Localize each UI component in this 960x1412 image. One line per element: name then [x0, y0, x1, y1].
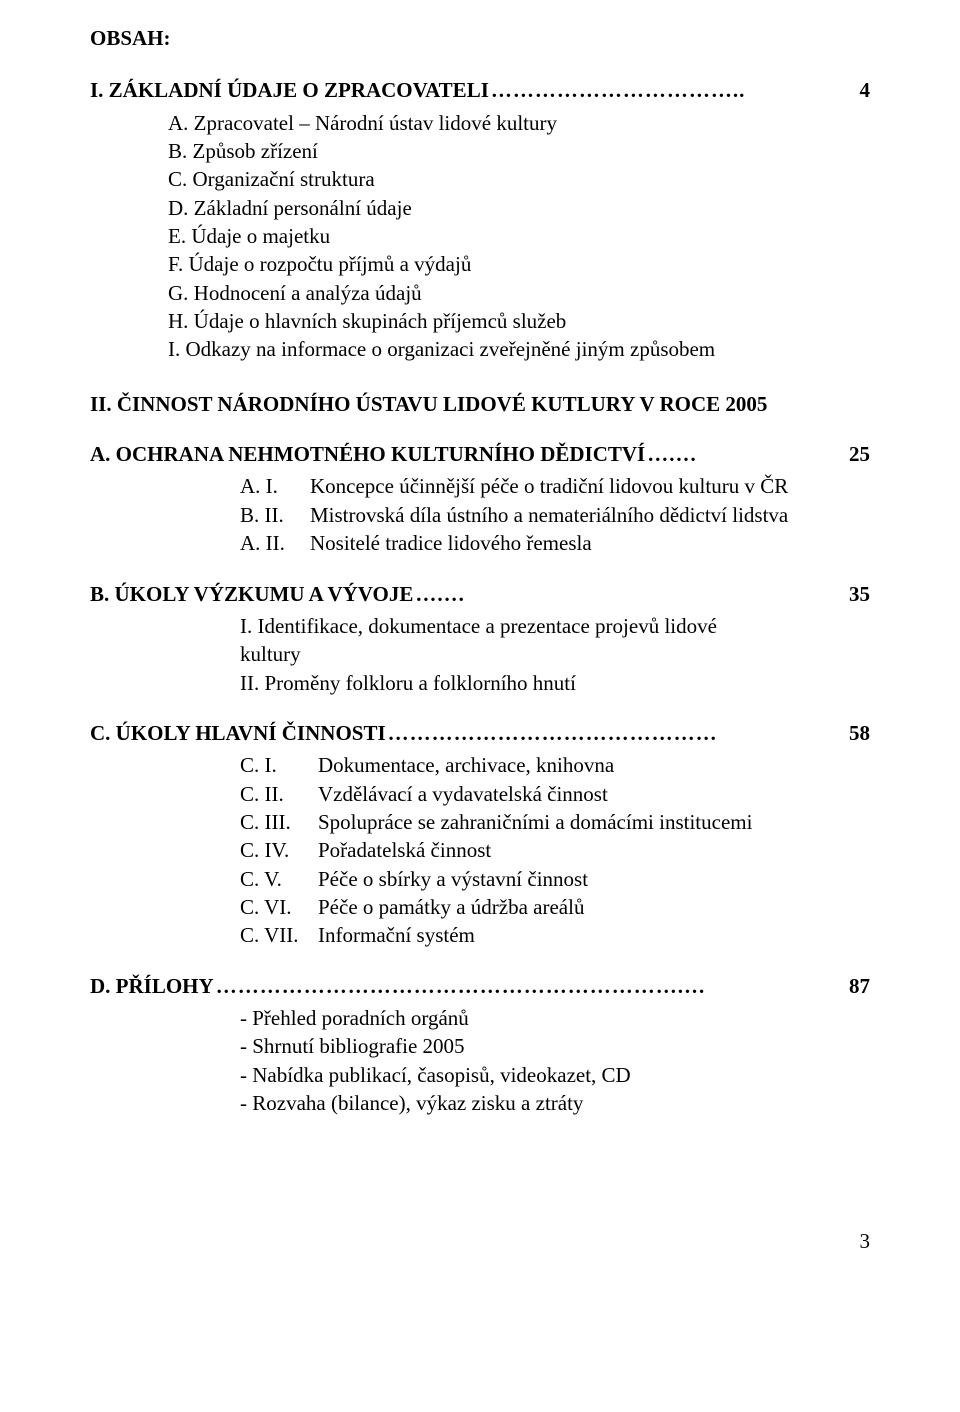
item-text: Pořadatelská činnost — [318, 836, 491, 864]
section-d-item: - Rozvaha (bilance), výkaz zisku a ztrát… — [90, 1089, 870, 1117]
section-1-item: B. Způsob zřízení — [90, 137, 870, 165]
item-text: Hodnocení a analýza údajů — [194, 281, 422, 305]
section-1-item: I. Odkazy na informace o organizaci zveř… — [90, 335, 870, 363]
section-1-item: A. Zpracovatel – Národní ústav lidové ku… — [90, 109, 870, 137]
item-text: Informační systém — [318, 921, 475, 949]
section-1-item: H. Údaje o hlavních skupinách příjemců s… — [90, 307, 870, 335]
page-number: 3 — [90, 1227, 870, 1255]
item-marker: C. IV. — [240, 836, 318, 864]
leader: ….… — [647, 440, 842, 468]
item-marker: A. — [168, 111, 194, 135]
section-d-item: - Shrnutí bibliografie 2005 — [90, 1032, 870, 1060]
item-marker: D. — [168, 196, 194, 220]
item-marker: C. I. — [240, 751, 318, 779]
item-marker: C. VII. — [240, 921, 318, 949]
item-text: Mistrovská díla ústního a nemateriálního… — [310, 501, 788, 529]
section-b-heading-line: B. ÚKOLY VÝZKUMU A VÝVOJE ….… 35 — [90, 580, 870, 608]
section-d-page: 87 — [844, 972, 870, 1000]
item-text: Péče o památky a údržba areálů — [318, 893, 584, 921]
section-a-page: 25 — [844, 440, 870, 468]
leader: ……………………………………………………….… — [216, 972, 842, 1000]
item-marker: A. I. — [240, 472, 310, 500]
leader: ……………………………………… — [388, 719, 842, 747]
section-d-item: - Přehled poradních orgánů — [90, 1004, 870, 1032]
item-marker: B. — [168, 139, 193, 163]
section-a-heading: A. OCHRANA NEHMOTNÉHO KULTURNÍHO DĚDICTV… — [90, 440, 645, 468]
section-1-item: C. Organizační struktura — [90, 165, 870, 193]
toc-title: OBSAH: — [90, 24, 870, 52]
section-1-item: D. Základní personální údaje — [90, 194, 870, 222]
section-1-heading-line: I. ZÁKLADNÍ ÚDAJE O ZPRACOVATELI …………………… — [90, 76, 870, 104]
item-marker: C. II. — [240, 780, 318, 808]
item-text: Základní personální údaje — [194, 196, 412, 220]
item-text: Nositelé tradice lidového řemesla — [310, 529, 592, 557]
item-text: Odkazy na informace o organizaci zveřejn… — [186, 337, 716, 361]
section-a-item: B. II.Mistrovská díla ústního a nemateri… — [90, 501, 870, 529]
section-1-page: 4 — [854, 76, 870, 104]
section-d-item: - Nabídka publikací, časopisů, videokaze… — [90, 1061, 870, 1089]
section-c-heading-line: C. ÚKOLY HLAVNÍ ČINNOSTI ………………………………………… — [90, 719, 870, 747]
item-text: Údaje o hlavních skupinách příjemců služ… — [194, 309, 567, 333]
item-text: Dokumentace, archivace, knihovna — [318, 751, 614, 779]
item-text: Vzdělávací a vydavatelská činnost — [318, 780, 608, 808]
item-marker: A. II. — [240, 529, 310, 557]
item-marker: C. III. — [240, 808, 318, 836]
leader: ….… — [415, 580, 841, 608]
leader: …………………………….. — [491, 76, 852, 104]
section-c-heading: C. ÚKOLY HLAVNÍ ČINNOSTI — [90, 719, 386, 747]
item-marker: C. — [168, 167, 193, 191]
section-a-item: A. I.Koncepce účinnější péče o tradiční … — [90, 472, 870, 500]
item-text: Údaje o rozpočtu příjmů a výdajů — [189, 252, 472, 276]
section-2-heading: II. ČINNOST NÁRODNÍHO ÚSTAVU LIDOVÉ KUTL… — [90, 390, 870, 418]
item-text: Zpracovatel – Národní ústav lidové kultu… — [194, 111, 557, 135]
section-1-item: G. Hodnocení a analýza údajů — [90, 279, 870, 307]
section-d-heading-line: D. PŘÍLOHY ……………………………………………………….… 87 — [90, 972, 870, 1000]
item-text: Koncepce účinnější péče o tradiční lidov… — [310, 472, 788, 500]
section-1-heading: I. ZÁKLADNÍ ÚDAJE O ZPRACOVATELI — [90, 76, 489, 104]
section-d-heading: D. PŘÍLOHY — [90, 972, 214, 1000]
item-marker: F. — [168, 252, 189, 276]
item-marker: H. — [168, 309, 194, 333]
item-marker: G. — [168, 281, 194, 305]
section-1-item: E. Údaje o majetku — [90, 222, 870, 250]
item-marker: I. — [168, 337, 186, 361]
section-c-item: C. VI.Péče o památky a údržba areálů — [90, 893, 870, 921]
item-text: Údaje o majetku — [191, 224, 330, 248]
section-b-heading: B. ÚKOLY VÝZKUMU A VÝVOJE — [90, 580, 413, 608]
item-text: Organizační struktura — [193, 167, 375, 191]
section-c-page: 58 — [844, 719, 870, 747]
section-c-item: C. I.Dokumentace, archivace, knihovna — [90, 751, 870, 779]
section-c-item: C. V.Péče o sbírky a výstavní činnost — [90, 865, 870, 893]
section-b-page: 35 — [844, 580, 870, 608]
item-text: Péče o sbírky a výstavní činnost — [318, 865, 588, 893]
section-c-item: C. VII.Informační systém — [90, 921, 870, 949]
item-marker: C. V. — [240, 865, 318, 893]
section-a-item: A. II.Nositelé tradice lidového řemesla — [90, 529, 870, 557]
item-marker: E. — [168, 224, 191, 248]
section-c-item: C. II.Vzdělávací a vydavatelská činnost — [90, 780, 870, 808]
section-c-item: C. IV.Pořadatelská činnost — [90, 836, 870, 864]
item-marker: B. II. — [240, 501, 310, 529]
section-c-item: C. III.Spolupráce se zahraničními a domá… — [90, 808, 870, 836]
section-1-item: F. Údaje o rozpočtu příjmů a výdajů — [90, 250, 870, 278]
item-text: Způsob zřízení — [193, 139, 318, 163]
item-marker: C. VI. — [240, 893, 318, 921]
section-b-item-2: II. Proměny folkloru a folklorního hnutí — [90, 669, 870, 697]
section-b-item-1a: I. Identifikace, dokumentace a prezentac… — [90, 612, 870, 640]
item-text: Spolupráce se zahraničními a domácími in… — [318, 808, 752, 836]
section-a-heading-line: A. OCHRANA NEHMOTNÉHO KULTURNÍHO DĚDICTV… — [90, 440, 870, 468]
section-b-item-1b: kultury — [90, 640, 870, 668]
